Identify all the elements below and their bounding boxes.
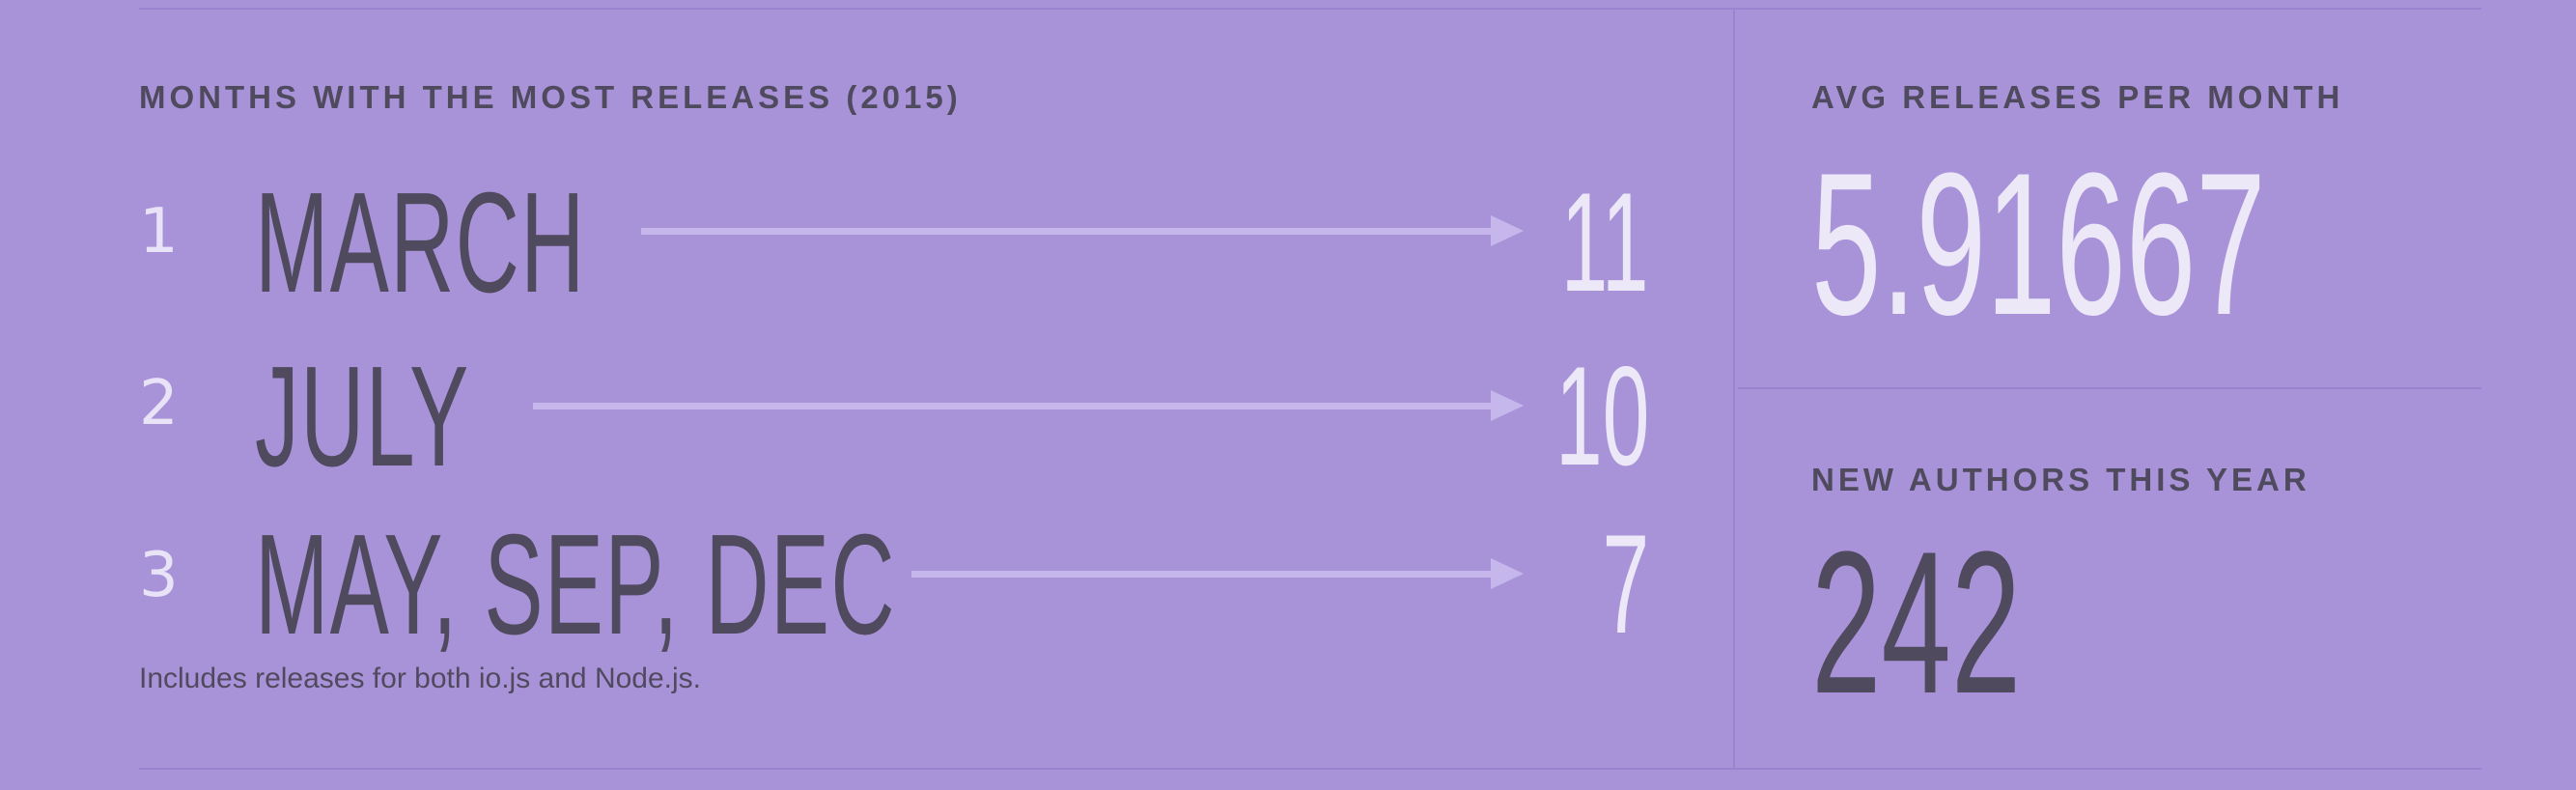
month-name: MARCH: [255, 163, 586, 323]
arrow-right-icon: [911, 558, 1524, 589]
rank-number: 3: [139, 540, 179, 611]
month-name: MAY, SEP, DEC: [255, 505, 896, 664]
rank-number: 2: [139, 368, 179, 439]
arrow-right-icon: [533, 390, 1524, 421]
avg-heading: AVG RELEASES PER MONTH: [1811, 79, 2344, 115]
footnote: Includes releases for both io.js and Nod…: [139, 663, 701, 694]
authors-value: 242: [1811, 509, 2022, 736]
rank-number: 1: [139, 196, 179, 268]
authors-heading: NEW AUTHORS THIS YEAR: [1811, 462, 2310, 497]
release-count: 7: [1602, 505, 1649, 663]
avg-value: 5.91667: [1811, 130, 2266, 357]
month-name: JULY: [255, 337, 470, 496]
release-count: 10: [1554, 337, 1649, 494]
bottom-divider: [139, 768, 2481, 770]
top-divider: [139, 8, 2481, 10]
months-heading: MONTHS WITH THE MOST RELEASES (2015): [139, 79, 962, 115]
release-count: 11: [1561, 163, 1649, 321]
right-panel-divider: [1738, 387, 2481, 389]
vertical-divider: [1733, 8, 1735, 770]
arrow-right-icon: [641, 215, 1524, 246]
